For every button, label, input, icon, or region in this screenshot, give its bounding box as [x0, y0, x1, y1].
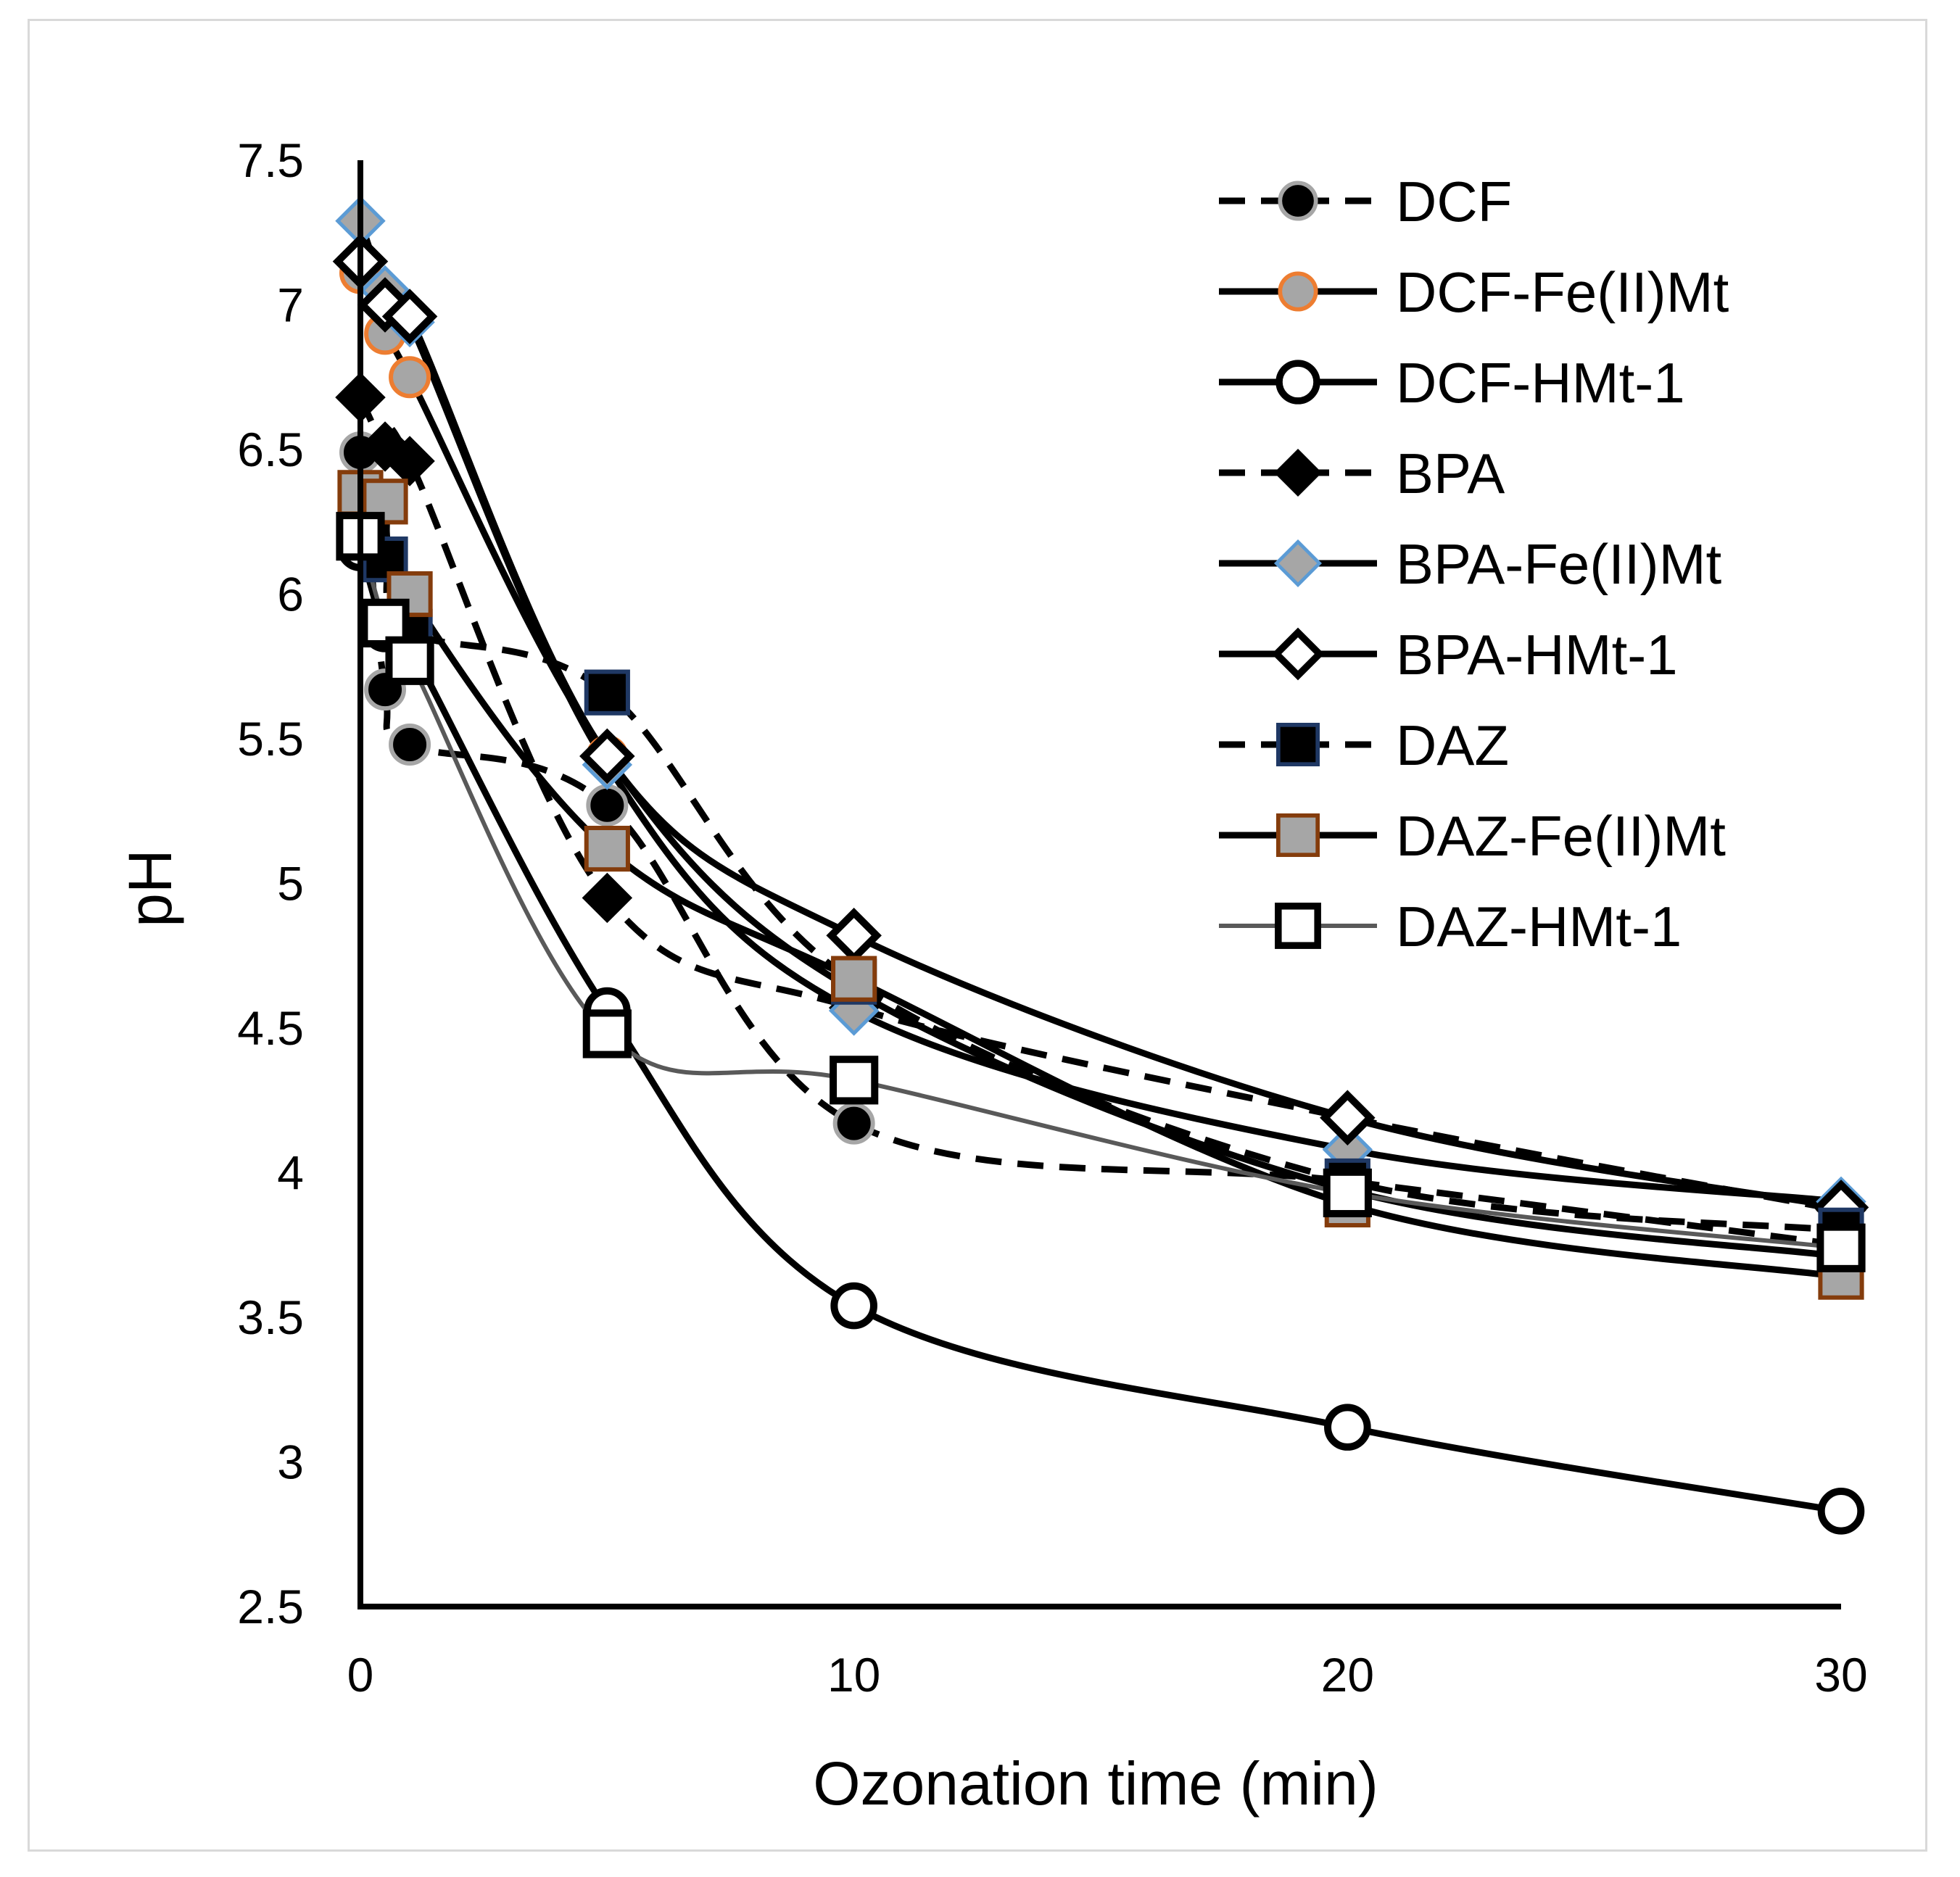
legend-item-daz-fe-ii-mt: DAZ-Fe(II)Mt: [1219, 804, 1726, 868]
y-tick-label: 2.5: [237, 1580, 304, 1633]
legend-marker-swatch: [1274, 449, 1322, 497]
data-point-daz-fe-ii-mt: [831, 956, 877, 1002]
series-line-bpa: [357, 396, 1842, 1214]
data-point-daz-hmt-1: [830, 1056, 879, 1105]
data-point-bpa-hmt-1: [826, 908, 882, 964]
legend-label: DAZ-HMt-1: [1396, 895, 1682, 958]
data-point-bpa: [582, 872, 633, 924]
data-point-dcf-hmt-1: [1324, 1404, 1371, 1451]
data-point-dcf-hmt-1: [830, 1282, 877, 1330]
data-point-daz-fe-ii-mt: [386, 571, 433, 618]
legend-item-dcf-hmt-1: DCF-HMt-1: [1219, 351, 1685, 415]
data-point-bpa-hmt-1: [381, 289, 438, 344]
legend-item-bpa: BPA: [1219, 442, 1505, 505]
data-point-dcf-hmt-1: [1817, 1488, 1865, 1535]
legend-marker-swatch: [1275, 722, 1320, 767]
data-point-bpa: [384, 436, 435, 486]
data-point-bpa-hmt-1: [579, 728, 635, 784]
chart-frame: 2.5 3 3.5 4 4.5 5 5.5 6 6.5 7 7.5 0 10 20 30 pH Ozona…: [28, 19, 1927, 1852]
legend-item-dcf: DCF: [1219, 170, 1512, 233]
y-tick-label: 5.5: [237, 712, 304, 766]
legend-marker-swatch: [1275, 813, 1320, 858]
data-point-daz-fe-ii-mt: [584, 826, 630, 872]
legend-item-daz-hmt-1: DAZ-HMt-1: [1219, 895, 1682, 958]
legend: DCF DCF-Fe(II)Mt DCF-HMt-1 BPA BPA-Fe(II)Mt B…: [1219, 170, 1729, 958]
x-tick-labels: 0 10 20 30: [347, 1648, 1868, 1702]
x-tick-label: 0: [347, 1648, 374, 1702]
data-point-daz-hmt-1: [1816, 1223, 1866, 1272]
legend-label: DCF-Fe(II)Mt: [1396, 260, 1729, 324]
y-tick-label: 4: [277, 1146, 304, 1200]
legend-marker-swatch: [1271, 627, 1325, 681]
legend-marker-swatch: [1275, 360, 1320, 405]
y-tick-label: 6: [277, 568, 304, 621]
data-point-bpa-hmt-1: [1320, 1090, 1376, 1145]
y-tick-label: 3.5: [237, 1290, 304, 1344]
x-tick-label: 20: [1321, 1648, 1374, 1702]
legend-label: DCF-HMt-1: [1396, 351, 1685, 415]
legend-label: DCF: [1396, 170, 1512, 233]
data-point-dcf: [389, 723, 431, 766]
x-tick-label: 10: [827, 1648, 880, 1702]
data-point-dcf-fe-ii-mt: [389, 356, 431, 399]
data-point-daz-hmt-1: [385, 636, 434, 685]
y-tick-labels: 2.5 3 3.5 4 4.5 5 5.5 6 6.5 7 7.5: [237, 133, 304, 1633]
legend-label: BPA-Fe(II)Mt: [1396, 532, 1722, 596]
legend-item-bpa-fe-ii-mt: BPA-Fe(II)Mt: [1219, 532, 1722, 596]
x-tick-label: 30: [1814, 1648, 1867, 1702]
legend-label: BPA: [1396, 442, 1505, 505]
legend-label: BPA-HMt-1: [1396, 623, 1678, 687]
legend-item-daz: DAZ: [1219, 713, 1509, 777]
series-line-dcf-hmt-1: [357, 547, 1842, 1515]
y-tick-label: 7.5: [237, 133, 304, 187]
series-markers: [332, 196, 1869, 1535]
data-point-daz-hmt-1: [582, 1009, 632, 1058]
y-tick-label: 3: [277, 1435, 304, 1489]
legend-marker-swatch: [1278, 181, 1318, 221]
y-tick-label: 6.5: [237, 423, 304, 476]
data-point-daz-hmt-1: [1323, 1168, 1372, 1218]
data-point-daz: [584, 669, 630, 716]
data-point-dcf: [832, 1102, 875, 1145]
series-line-daz-fe-ii-mt: [359, 488, 1842, 1280]
legend-item-dcf-fe-ii-mt: DCF-Fe(II)Mt: [1219, 260, 1729, 324]
legend-label: DAZ-Fe(II)Mt: [1396, 804, 1726, 868]
legend-marker-swatch: [1278, 271, 1318, 312]
legend-marker-swatch: [1275, 903, 1321, 949]
legend-label: DAZ: [1396, 713, 1509, 777]
y-tick-label: 5: [277, 857, 304, 911]
x-axis-title: Ozonation time (min): [813, 1749, 1378, 1818]
legend-item-bpa-hmt-1: BPA-HMt-1: [1219, 623, 1678, 687]
y-axis-title: pH: [116, 849, 184, 927]
legend-marker-swatch: [1274, 539, 1322, 587]
y-tick-label: 7: [277, 278, 304, 332]
line-chart: 2.5 3 3.5 4 4.5 5 5.5 6 6.5 7 7.5 0 10 20 30 pH Ozona…: [116, 133, 1869, 1818]
data-point-dcf: [586, 784, 629, 826]
y-tick-label: 4.5: [237, 1001, 304, 1055]
